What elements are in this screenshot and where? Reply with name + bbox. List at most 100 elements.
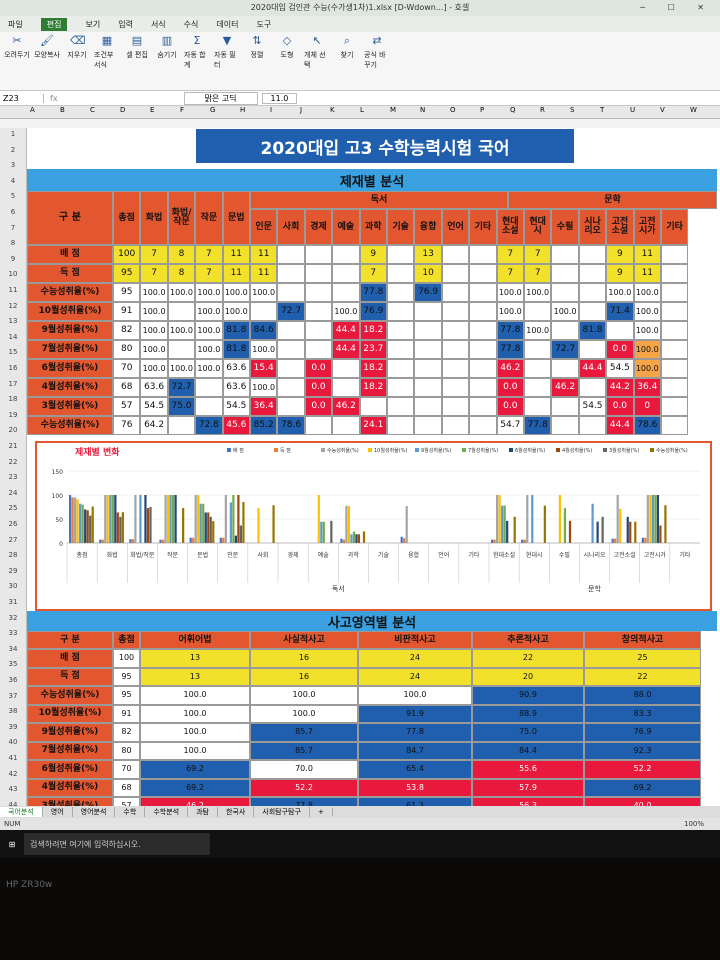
table-cell-2[interactable]: 85.7 [250,741,358,760]
table-cell[interactable]: 100.0 [140,302,168,321]
table-cell-2[interactable]: 24 [358,649,472,668]
table-cell[interactable] [606,321,634,340]
table-cell[interactable] [387,245,415,264]
sort-button[interactable]: ⇅ 정렬 [250,34,264,59]
table-cell-2[interactable]: 68 [113,778,140,797]
table-cell-2[interactable]: 92.3 [584,741,701,760]
table-cell[interactable]: 7 [195,245,223,264]
table-cell-2[interactable]: 100.0 [250,704,358,723]
table-cell[interactable]: 100.0 [167,321,196,340]
table-cell[interactable] [551,264,579,283]
table-cell[interactable] [578,378,607,397]
table-cell[interactable]: 81.8 [222,340,250,359]
find-button[interactable]: ⌕ 찾기 [340,34,354,59]
table-cell[interactable] [661,302,689,321]
table-cell[interactable] [277,283,305,302]
table-cell[interactable] [441,340,470,359]
shape-button[interactable]: ◇ 도형 [280,34,294,59]
add-sheet-icon[interactable]: + [310,808,333,816]
table-cell[interactable]: 81.8 [222,321,250,340]
table-cell-2[interactable]: 13 [140,649,250,668]
table-cell[interactable] [414,302,442,321]
column-header[interactable]: S [570,106,575,114]
table-cell[interactable] [661,283,689,302]
table-cell[interactable] [387,397,415,416]
clear-button[interactable]: ⌫ 지우기 [67,34,87,59]
row-header[interactable]: 2 [10,145,16,154]
table-cell-2[interactable]: 91.9 [358,704,472,723]
table-cell-2[interactable]: 20 [472,667,584,686]
table-cell-2[interactable]: 69.2 [140,778,250,797]
table-cell[interactable] [578,416,607,435]
table-cell[interactable] [441,397,470,416]
table-cell[interactable]: 63.6 [222,359,250,378]
table-cell[interactable]: 100.0 [496,302,524,321]
row-header[interactable]: 17 [8,379,18,388]
table-cell-2[interactable]: 100.0 [358,686,472,705]
table-cell[interactable]: 100.0 [195,359,223,378]
table-cell[interactable]: 78.6 [277,416,305,435]
table-cell[interactable]: 0.0 [304,359,333,378]
row-header[interactable]: 12 [8,301,18,310]
table-cell[interactable] [414,359,442,378]
table-cell-2[interactable]: 55.6 [472,760,584,779]
row-header[interactable]: 31 [8,598,18,606]
table-cell[interactable] [304,302,333,321]
windows-start-icon[interactable]: ⊞ [8,839,16,849]
table-cell[interactable] [469,340,497,359]
column-header[interactable]: W [690,106,697,114]
table-cell[interactable]: 0 [633,397,661,416]
table-cell[interactable]: 100.0 [140,321,168,340]
table-cell[interactable]: 63.6 [222,378,250,397]
row-header[interactable]: 41 [8,754,18,762]
table-cell-2[interactable]: 84.7 [358,741,472,760]
table-cell[interactable]: 100.0 [524,283,552,302]
table-cell[interactable]: 95 [113,264,141,283]
row-header[interactable]: 18 [8,395,18,404]
row-header[interactable]: 21 [8,442,18,450]
table-cell[interactable]: 54.7 [496,416,524,435]
table-cell[interactable]: 100.0 [633,359,661,378]
table-cell[interactable] [441,245,470,264]
table-cell[interactable]: 100.0 [222,302,250,321]
table-cell[interactable]: 8 [167,245,196,264]
table-cell-2[interactable]: 16 [250,667,358,686]
table-cell[interactable]: 78.6 [633,416,661,435]
table-cell[interactable]: 64.2 [140,416,168,435]
table-cell[interactable]: 77.8 [496,340,524,359]
table-cell-2[interactable]: 65.4 [358,760,472,779]
hide-button[interactable]: ▥ 숨기기 [157,34,177,59]
table-cell-2[interactable]: 83.3 [584,704,701,723]
table-cell[interactable]: 71.4 [606,302,634,321]
row-header[interactable]: 7 [10,223,16,232]
menu-tools[interactable]: 도구 [256,19,272,29]
row-header[interactable]: 3 [10,161,16,170]
subject-chart[interactable]: 제재별 변화 배 점 득 점 수능성취율(%) 10월성취율(%) 9월성취율(%) 7월성… [35,441,712,611]
table-cell[interactable]: 11 [633,264,661,283]
table-cell[interactable] [551,416,579,435]
table-cell[interactable] [277,397,305,416]
table-cell[interactable]: 11 [250,245,278,264]
table-cell[interactable]: 7 [195,264,223,283]
autofilter-button[interactable]: ▼ 자동 필터 [214,34,236,69]
row-header[interactable]: 43 [8,785,18,794]
table-cell[interactable]: 44.2 [606,378,634,397]
taskbar-search[interactable]: 검색하려면 여기에 입력하십시오. [24,833,210,855]
table-cell[interactable] [387,340,415,359]
row-header[interactable]: 5 [10,192,16,201]
table-cell[interactable] [414,321,442,340]
sheet-tab[interactable]: 과탐 [188,807,218,817]
name-box[interactable]: Z23 [0,93,44,103]
table-cell[interactable] [661,264,689,283]
table-cell[interactable]: 18.2 [359,359,387,378]
table-cell[interactable]: 54.5 [578,397,607,416]
table-cell[interactable] [414,378,442,397]
table-cell[interactable]: 80 [113,340,141,359]
menu-data[interactable]: 데이터 [216,19,239,29]
table-cell[interactable] [304,245,333,264]
row-header[interactable]: 35 [8,660,18,669]
cut-button[interactable]: ✂ 오려두기 [4,34,30,59]
window-controls[interactable]: ─ ☐ ✕ [640,3,714,12]
table-cell-2[interactable]: 52.2 [250,778,358,797]
table-cell-2[interactable]: 69.2 [584,778,701,797]
